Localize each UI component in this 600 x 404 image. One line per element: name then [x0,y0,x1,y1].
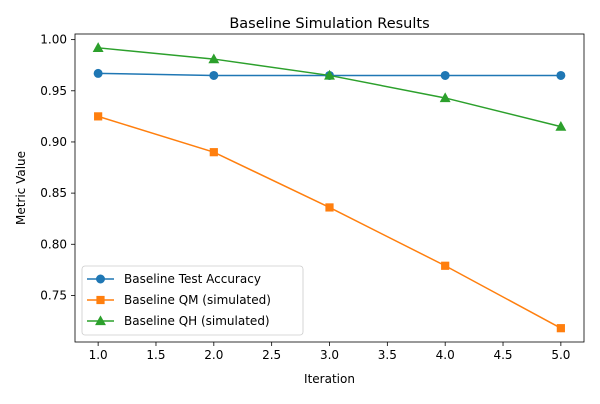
legend-entry: Baseline QH (simulated) [87,314,270,328]
data-point [208,53,220,64]
legend-marker [95,315,106,326]
legend-entry: Baseline QM (simulated) [87,293,271,307]
y-tick-label: 0.95 [40,84,67,98]
data-point [439,92,451,103]
x-tick-label: 2.0 [204,348,223,362]
chart-title: Baseline Simulation Results [229,16,429,32]
data-point [324,69,335,80]
x-tick-label: 1.0 [89,348,108,362]
legend-entry: Baseline Test Accuracy [87,272,261,286]
y-tick-label: 0.75 [40,288,67,302]
legend-label: Baseline Test Accuracy [124,272,261,286]
y-tick-label: 1.00 [40,33,67,47]
data-point [556,324,565,333]
legend-marker [96,295,105,305]
data-point [441,261,450,270]
legend: Baseline Test Accuracy Baseline QM (simul… [81,265,304,336]
data-point [94,112,103,121]
legend-box [81,265,304,336]
y-axis-ticks: 0.75 0.80 0.85 0.90 0.95 1.00 [40,33,75,302]
x-tick-label: 2.5 [262,348,281,362]
y-axis-label: Metric Value [14,151,28,225]
x-tick-label: 1.5 [146,348,165,362]
data-point [93,68,103,78]
x-tick-label: 3.5 [378,348,397,362]
legend-label: Baseline QM (simulated) [124,293,271,307]
legend-label: Baseline QH (simulated) [124,314,270,328]
x-tick-label: 3.0 [320,348,339,362]
data-point [92,42,104,52]
data-point [440,70,450,80]
data-point [325,203,334,212]
data-point [555,120,567,131]
legend-entries: Baseline Test Accuracy Baseline QM (simul… [87,272,271,328]
x-tick-label: 4.5 [493,348,512,362]
x-tick-label: 5.0 [551,348,570,362]
y-tick-label: 0.80 [40,237,67,251]
series-triangle [92,42,567,131]
data-point [556,70,566,80]
data-point [209,70,219,80]
x-axis-ticks: 1.0 1.5 2.0 2.5 3.0 3.5 4.0 4.5 5.0 [89,342,570,362]
x-axis-label: Iteration [304,372,355,386]
y-tick-label: 0.90 [40,135,67,149]
series-square [94,112,565,333]
data-point [209,148,218,157]
y-tick-label: 0.85 [40,186,67,200]
x-tick-label: 4.0 [436,348,455,362]
legend-marker [96,274,105,284]
series-layer [92,42,567,333]
